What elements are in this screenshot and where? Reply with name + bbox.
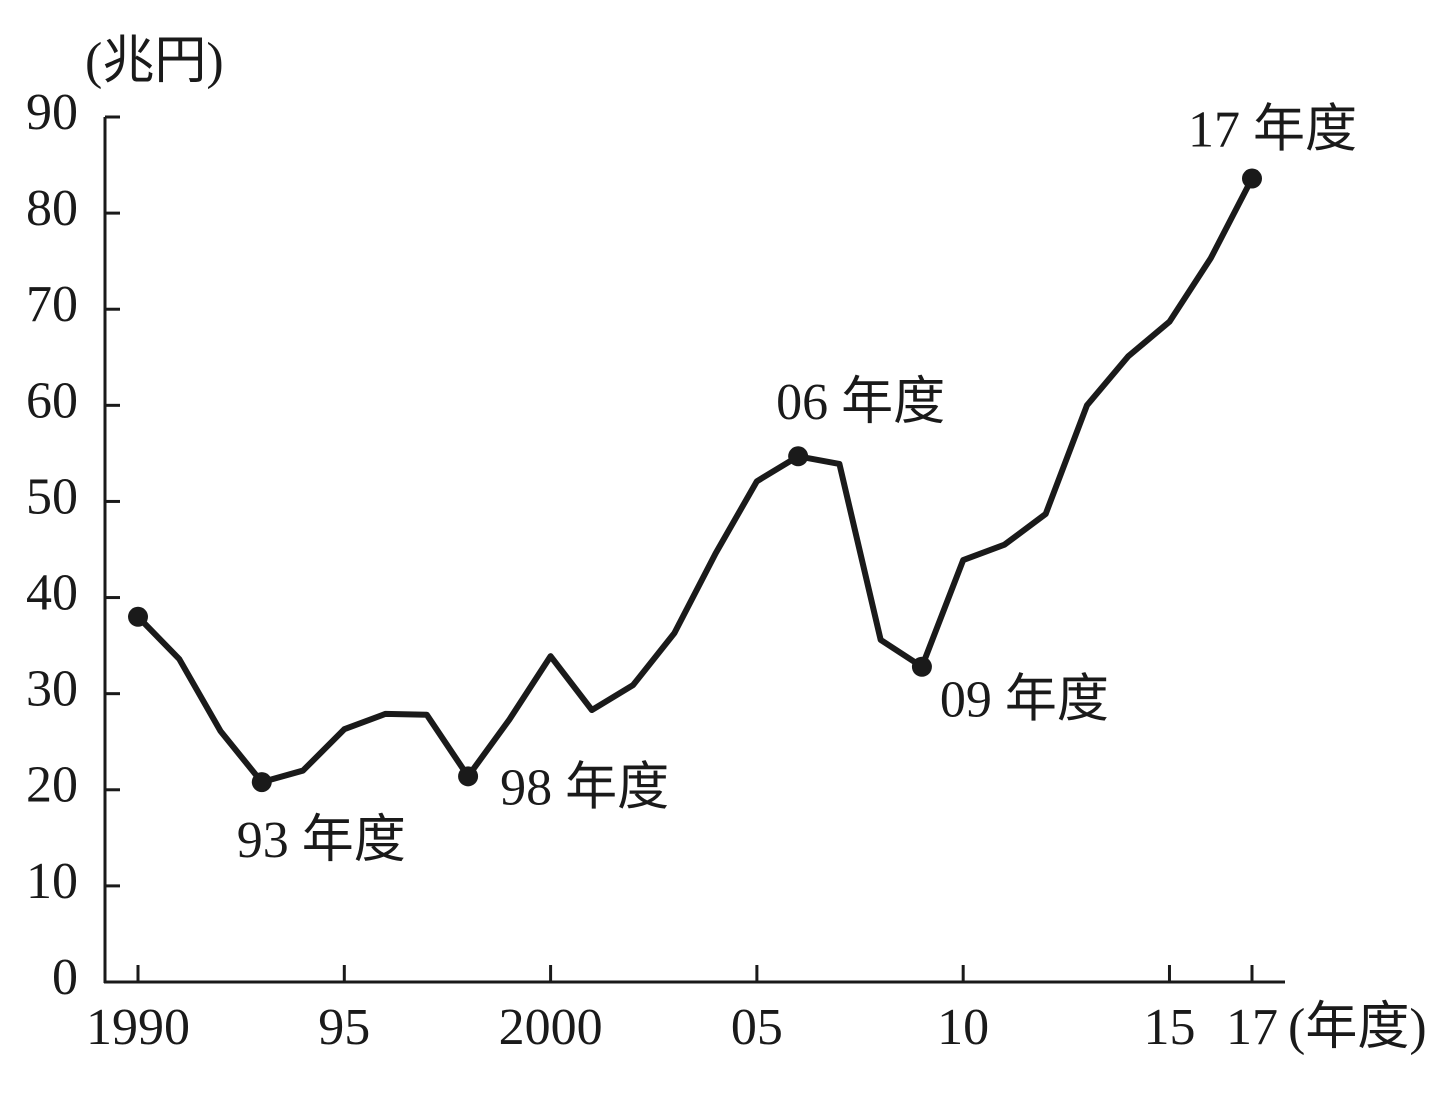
- y-tick-label: 30: [26, 661, 78, 718]
- y-unit-label: (兆円): [85, 33, 224, 90]
- x-tick-label: 17: [1226, 999, 1278, 1056]
- x-tick-label: 1990: [86, 999, 190, 1056]
- point-marker: [1241, 168, 1262, 189]
- x-unit-label: (年度): [1288, 999, 1427, 1056]
- y-tick-label: 10: [26, 853, 78, 910]
- y-tick-label: 40: [26, 564, 78, 621]
- x-tick-label: 2000: [499, 999, 603, 1056]
- x-tick-label: 10: [937, 999, 989, 1056]
- point-marker: [911, 656, 932, 677]
- point-marker: [251, 772, 272, 793]
- x-tick-label: 15: [1143, 999, 1195, 1056]
- y-tick-label: 0: [52, 949, 78, 1006]
- annotation: 93 年度: [237, 812, 406, 869]
- annotation: 06 年度: [776, 374, 945, 431]
- y-tick-label: 20: [26, 757, 78, 814]
- data-line: [135, 177, 1255, 786]
- x-tick-label: 05: [731, 999, 783, 1056]
- y-tick-label: 70: [26, 276, 78, 333]
- y-tick-label: 90: [26, 84, 78, 141]
- point-marker: [458, 766, 479, 787]
- y-tick-label: 60: [26, 372, 78, 429]
- y-tick-label: 50: [26, 468, 78, 525]
- annotation: 09 年度: [940, 672, 1109, 729]
- annotation: 17 年度: [1188, 101, 1357, 158]
- y-tick-label: 80: [26, 180, 78, 237]
- x-tick-label: 95: [318, 999, 370, 1056]
- annotation: 98 年度: [500, 759, 669, 816]
- point-marker: [128, 606, 149, 627]
- point-marker: [788, 446, 809, 467]
